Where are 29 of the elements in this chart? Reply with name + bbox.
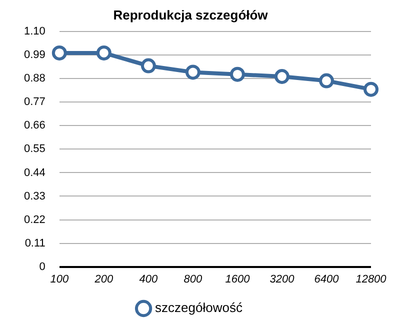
y-tick-label: 0.33 — [24, 190, 46, 202]
point — [230, 66, 245, 82]
point — [274, 69, 290, 84]
x-tick-label: 800 — [184, 273, 204, 286]
point — [318, 73, 334, 88]
y-tick-label: 0.55 — [24, 143, 46, 156]
chart-title: Reprodukcja szczegółów — [113, 7, 269, 22]
y-tick-label: 0.44 — [24, 166, 46, 179]
x-tick-label: 200 — [94, 273, 114, 286]
y-tick-label: 0.22 — [24, 214, 46, 226]
x-tick-label: 3200 — [270, 273, 296, 286]
y-tick-label: 0.11 — [24, 237, 46, 250]
point — [140, 58, 156, 74]
y-tick-label: 0.77 — [24, 96, 46, 108]
y-tick-label: 0.88 — [24, 72, 46, 85]
y-tick-label: 0 — [39, 260, 46, 273]
y-tick-label: 0.66 — [24, 120, 46, 132]
x-tick-label: 400 — [139, 273, 158, 286]
y-tick-label: 0.99 — [24, 49, 46, 62]
x-tick-label: 6400 — [314, 273, 340, 286]
x-tick-label: 12800 — [356, 273, 388, 286]
x-tick-label: 100 — [50, 273, 70, 286]
legend-label: szczegółowość — [155, 300, 243, 316]
point — [96, 45, 112, 60]
point — [364, 82, 378, 97]
point — [52, 45, 67, 60]
point — [185, 64, 200, 80]
y-tick-label: 1.10 — [24, 26, 46, 38]
x-tick-label: 1600 — [225, 273, 251, 286]
